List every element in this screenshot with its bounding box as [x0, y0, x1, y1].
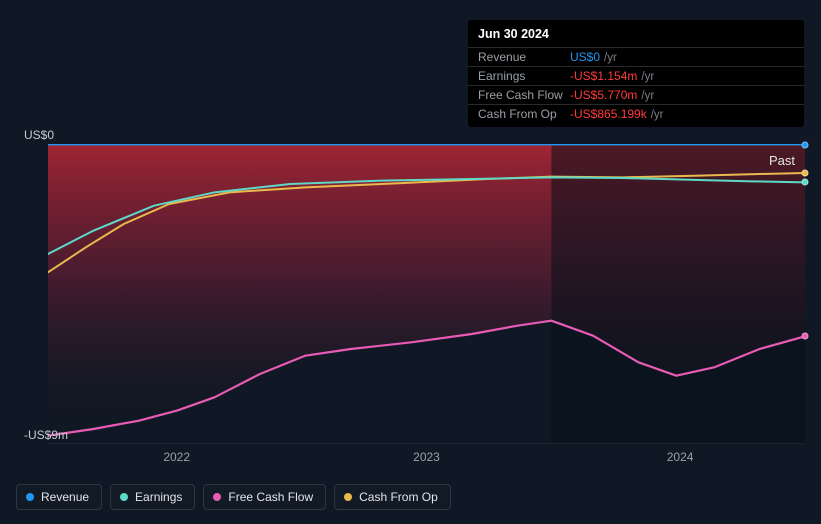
y-axis-label-bottom: -US$9m [24, 428, 68, 442]
tooltip-row-value: -US$865.199k [570, 107, 647, 121]
legend-item-label: Revenue [41, 490, 89, 504]
tooltip-row-unit: /yr [651, 109, 664, 121]
tooltip-row-label: Revenue [478, 50, 570, 64]
series-end-dot-cash_from_op [802, 170, 809, 177]
x-tick: 2022 [163, 450, 190, 464]
x-axis: 2022 2023 2024 [48, 450, 805, 470]
x-tick: 2024 [667, 450, 694, 464]
tooltip-row-unit: /yr [641, 90, 654, 102]
tooltip-row: Free Cash Flow-US$5.770m/yr [468, 85, 804, 104]
tooltip-row-unit: /yr [641, 71, 654, 83]
legend-item-label: Cash From Op [359, 490, 438, 504]
past-label: Past [769, 153, 795, 168]
legend-dot-icon [120, 493, 128, 501]
tooltip-row-label: Free Cash Flow [478, 88, 570, 102]
legend-dot-icon [26, 493, 34, 501]
chart-plot-area: Past [48, 144, 805, 444]
chart-tooltip: Jun 30 2024 RevenueUS$0/yrEarnings-US$1.… [468, 20, 804, 127]
tooltip-header: Jun 30 2024 [468, 24, 804, 47]
tooltip-row: RevenueUS$0/yr [468, 47, 804, 66]
legend-item-earnings[interactable]: Earnings [110, 484, 195, 510]
legend-item-label: Earnings [135, 490, 182, 504]
tooltip-row: Cash From Op-US$865.199k/yr [468, 104, 804, 123]
series-end-dot-free_cash_flow [802, 333, 809, 340]
legend-dot-icon [344, 493, 352, 501]
legend-item-free_cash_flow[interactable]: Free Cash Flow [203, 484, 326, 510]
tooltip-row-label: Earnings [478, 69, 570, 83]
tooltip-row-value: -US$1.154m [570, 69, 637, 83]
y-axis-label-top: US$0 [24, 128, 54, 142]
x-tick: 2023 [413, 450, 440, 464]
chart-legend: Revenue Earnings Free Cash Flow Cash From O… [16, 484, 451, 510]
legend-item-revenue[interactable]: Revenue [16, 484, 102, 510]
series-end-dot-revenue [802, 141, 809, 148]
tooltip-row-unit: /yr [604, 52, 617, 64]
legend-item-cash_from_op[interactable]: Cash From Op [334, 484, 451, 510]
series-end-dot-earnings [802, 179, 809, 186]
legend-item-label: Free Cash Flow [228, 490, 313, 504]
chart-svg [48, 144, 805, 444]
legend-dot-icon [213, 493, 221, 501]
tooltip-row-label: Cash From Op [478, 107, 570, 121]
tooltip-row: Earnings-US$1.154m/yr [468, 66, 804, 85]
tooltip-row-value: US$0 [570, 50, 600, 64]
tooltip-row-value: -US$5.770m [570, 88, 637, 102]
